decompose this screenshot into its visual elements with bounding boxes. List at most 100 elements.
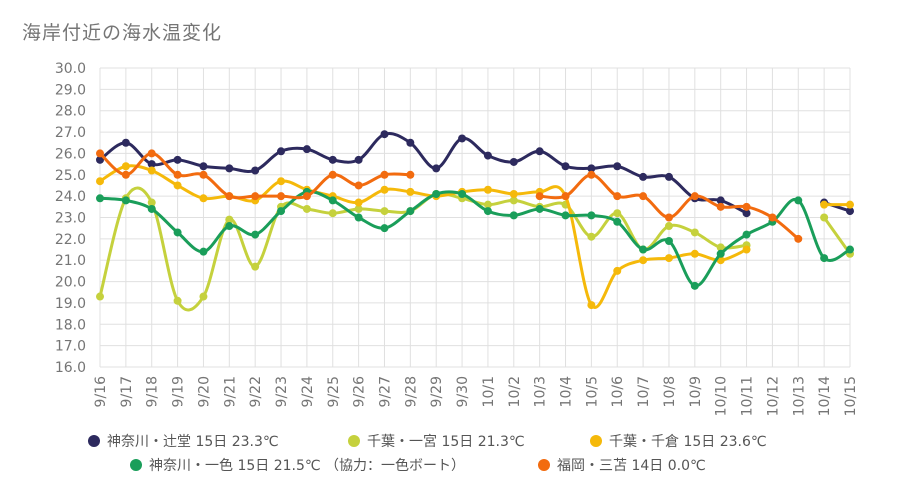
data-point	[277, 207, 286, 216]
x-tick-label: 9/21	[222, 376, 238, 407]
x-tick-label: 10/8	[662, 376, 678, 407]
data-point	[96, 149, 104, 158]
data-point	[380, 170, 389, 179]
data-point	[509, 190, 518, 199]
y-tick-label: 19.0	[55, 296, 86, 312]
data-point	[354, 204, 363, 213]
legend-label: 福岡・三苫 14日 0.0℃	[557, 458, 706, 474]
data-point	[639, 245, 648, 254]
data-point	[664, 172, 673, 181]
data-point	[742, 209, 751, 218]
data-point	[96, 292, 104, 301]
data-point	[742, 202, 751, 211]
data-point	[483, 151, 492, 160]
data-point	[664, 222, 673, 231]
data-point	[846, 245, 854, 254]
legend-item[interactable]: 千葉・一宮 15日 21.3℃	[348, 431, 525, 451]
x-tick-label: 9/25	[326, 376, 342, 407]
data-point	[354, 181, 363, 190]
data-point	[380, 130, 389, 139]
x-tick-label: 10/14	[817, 376, 833, 416]
x-tick-label: 10/11	[740, 376, 756, 416]
data-point	[639, 192, 648, 201]
data-point	[690, 281, 699, 290]
y-tick-label: 22.0	[55, 232, 86, 248]
data-point	[328, 196, 337, 205]
data-point	[225, 222, 234, 231]
data-point	[225, 215, 234, 224]
y-tick-label: 28.0	[55, 104, 86, 120]
data-point	[147, 198, 156, 207]
x-tick-label: 10/5	[584, 376, 600, 407]
legend-marker-icon	[88, 435, 100, 447]
data-point	[483, 200, 492, 209]
x-tick-label: 9/20	[196, 376, 212, 407]
data-point	[406, 207, 415, 216]
y-tick-label: 26.0	[55, 146, 86, 162]
data-point	[587, 164, 596, 173]
data-point	[664, 236, 673, 245]
x-tick-label: 9/28	[403, 376, 419, 407]
x-tick-label: 10/3	[533, 376, 549, 407]
data-point	[483, 185, 492, 194]
legend-item[interactable]: 神奈川・辻堂 15日 23.3℃	[88, 431, 279, 451]
y-tick-label: 24.0	[55, 189, 86, 205]
data-point	[121, 138, 130, 147]
data-point	[251, 166, 260, 175]
data-point	[690, 192, 699, 201]
data-point	[225, 164, 234, 173]
y-tick-label: 17.0	[55, 339, 86, 355]
x-tick-label: 9/19	[171, 376, 187, 407]
y-tick-label: 18.0	[55, 317, 86, 333]
x-tick-label: 10/1	[481, 376, 497, 407]
data-point	[328, 209, 337, 218]
data-point	[664, 254, 673, 263]
x-tick-label: 9/18	[145, 376, 161, 407]
x-tick-label: 9/30	[455, 376, 471, 407]
x-tick-label: 9/17	[119, 376, 135, 407]
legend-item[interactable]: 千葉・千倉 15日 23.6℃	[590, 431, 767, 451]
legend-marker-icon	[590, 435, 602, 447]
data-point	[561, 192, 570, 201]
data-point	[277, 147, 286, 156]
data-point	[432, 190, 441, 199]
legend-label: 神奈川・一色 15日 21.5℃ （協力：一色ボート）	[149, 458, 466, 474]
data-point	[716, 202, 725, 211]
y-tick-label: 27.0	[55, 125, 86, 141]
data-point	[535, 192, 544, 201]
data-point	[406, 170, 415, 179]
x-tick-label: 10/15	[843, 376, 859, 416]
legend-item[interactable]: 福岡・三苫 14日 0.0℃	[538, 455, 706, 475]
legend-label: 千葉・千倉 15日 23.6℃	[609, 434, 767, 450]
x-tick-label: 9/22	[248, 376, 264, 407]
data-point	[458, 134, 467, 143]
legend-marker-icon	[538, 459, 550, 471]
data-point	[302, 145, 311, 154]
data-point	[613, 209, 622, 218]
x-tick-label: 9/29	[429, 376, 445, 407]
data-point	[587, 211, 596, 220]
data-point	[147, 166, 156, 175]
data-point	[147, 160, 156, 169]
data-point	[535, 204, 544, 213]
data-point	[147, 204, 156, 213]
data-point	[380, 224, 389, 233]
data-point	[121, 196, 130, 205]
data-point	[147, 149, 156, 158]
data-point	[820, 213, 829, 222]
data-point	[380, 207, 389, 216]
data-point	[277, 192, 286, 201]
chart-title: 海岸付近の海水温変化	[22, 22, 223, 44]
data-point	[173, 170, 182, 179]
legend-item[interactable]: 神奈川・一色 15日 21.5℃ （協力：一色ボート）	[130, 455, 465, 475]
data-point	[432, 164, 441, 173]
data-point	[354, 213, 363, 222]
legend-label: 神奈川・辻堂 15日 23.3℃	[107, 434, 279, 450]
data-point	[716, 196, 725, 205]
data-point	[509, 157, 518, 166]
data-point	[199, 194, 208, 203]
y-tick-label: 25.0	[55, 168, 86, 184]
data-point	[639, 172, 648, 181]
x-tick-label: 10/13	[791, 376, 807, 416]
